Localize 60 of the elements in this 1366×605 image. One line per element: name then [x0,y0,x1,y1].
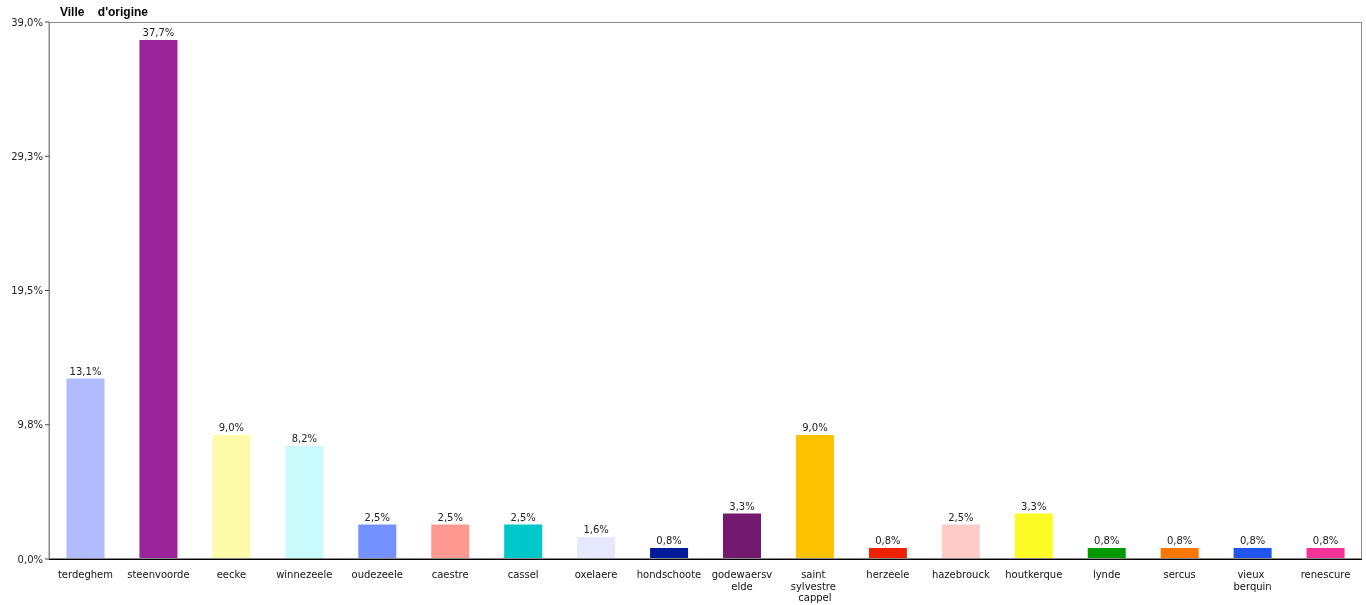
x-tick-label: steenvoorde [127,569,190,580]
y-tick-label: 29,3% [11,150,43,162]
data-label: 0,8% [1094,534,1120,546]
x-tick-label: houtkerque [1005,569,1063,580]
bar [577,536,616,559]
data-label: 1,6% [583,523,609,535]
bar [1306,547,1345,559]
bar [139,39,178,559]
x-tick-label: eecke [216,569,247,580]
x-tick-label: oudezeele [351,569,403,580]
x-tick-label: terdeghem [57,569,114,580]
data-label: 9,0% [802,422,828,434]
data-label: 8,2% [291,433,318,445]
data-label: 0,8% [656,534,682,546]
data-label: 2,5% [510,511,536,523]
bar [1087,547,1126,559]
data-label: 3,3% [729,500,755,512]
y-tick-label: 19,5% [11,285,43,297]
data-label: 37,7% [142,26,175,38]
data-label: 0,8% [875,534,901,546]
bar [650,547,689,559]
bar [795,435,834,559]
y-tick-label: 0,0% [17,553,43,565]
x-tick-label: renescure [1300,569,1351,580]
chart-title: Ville d'origine [60,5,148,19]
x-tick-label: godewaersvelde [711,569,773,592]
bar [1233,547,1272,559]
x-tick-label: saint sylvestre cappel [790,569,840,603]
x-tick-label: caestre [431,569,469,580]
bar [66,378,105,559]
x-tick-label: hazebrouck [931,569,990,580]
x-tick-label: oxelaere [574,569,618,580]
data-label: 9,0% [218,422,245,434]
bar [285,446,324,559]
x-tick-label: lynde [1092,569,1121,580]
x-tick-label: sercus [1163,569,1196,580]
data-label: 2,5% [437,511,463,523]
data-label: 2,5% [364,511,390,523]
x-tick-label: herzeele [866,569,910,580]
bar [504,524,543,559]
data-label: 13,1% [69,365,102,377]
bar [212,435,251,559]
bar [1014,513,1053,559]
bar [431,524,470,559]
y-tick-label: 39,0% [11,16,43,28]
data-label: 0,8% [1166,534,1193,546]
x-tick-label: cassel [507,569,539,580]
data-label: 0,8% [1312,534,1339,546]
bar [358,524,397,559]
bar [723,513,762,559]
x-tick-label: winnezeele [276,569,333,580]
bar [941,524,980,559]
data-label: 3,3% [1021,500,1047,512]
data-label: 0,8% [1239,534,1266,546]
bar [1160,547,1199,559]
bar [868,547,907,559]
y-tick-label: 9,8% [17,419,43,431]
data-label: 2,5% [948,511,974,523]
x-tick-label: hondschoote [636,569,702,580]
x-tick-label: vieux berquin [1233,569,1272,592]
